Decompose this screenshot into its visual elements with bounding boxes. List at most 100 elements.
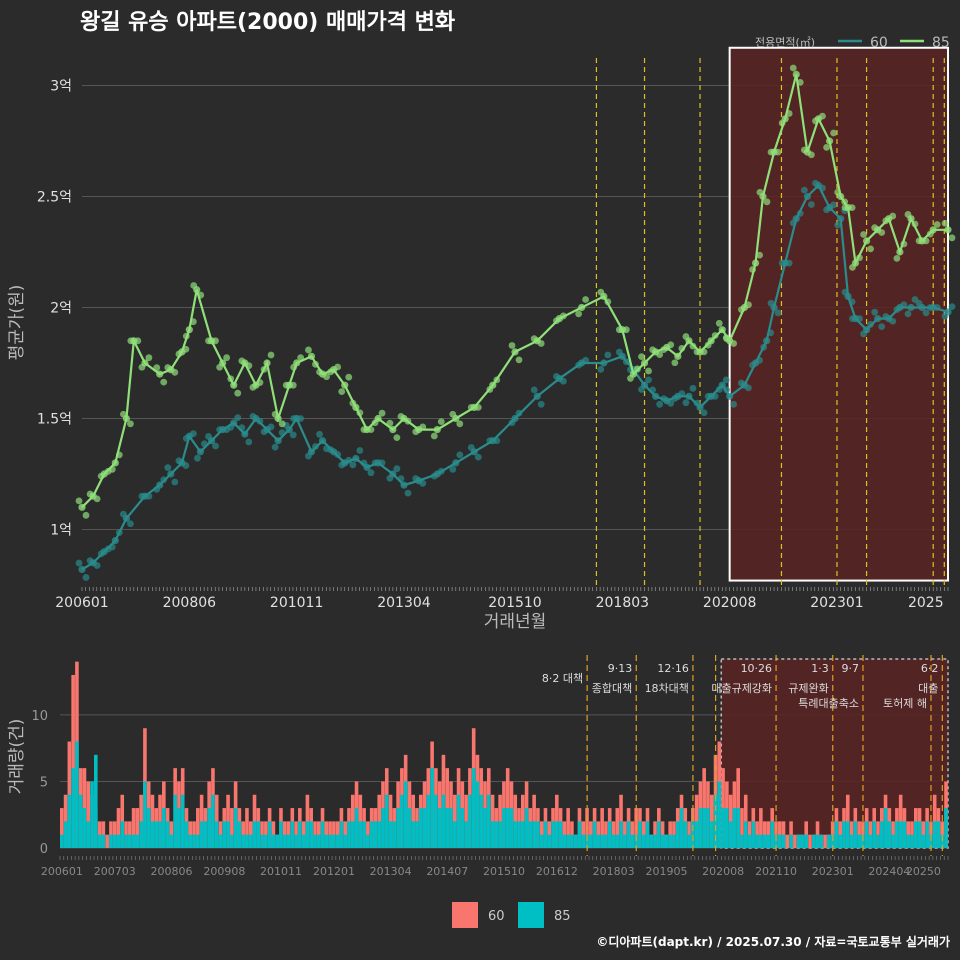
price-point-85 (553, 317, 560, 325)
price-point-60 (667, 400, 675, 407)
volume-y-axis-title: 거래량(건) (7, 719, 27, 795)
volume-bar-85 (86, 821, 91, 848)
volume-bar-85 (437, 808, 442, 848)
volume-bar-85 (494, 821, 499, 848)
price-y-axis-title: 평균가(원) (7, 285, 27, 361)
price-point-60 (349, 461, 357, 469)
price-point-85 (164, 364, 172, 371)
price-point-85 (205, 337, 212, 345)
price-point-85 (249, 383, 257, 391)
price-point-85 (749, 266, 756, 273)
volume-x-tick-label: 201407 (426, 865, 468, 878)
price-point-85 (197, 291, 205, 299)
volume-bar-85 (857, 834, 861, 848)
price-point-85 (212, 337, 219, 345)
volume-bar-85 (573, 834, 578, 848)
volume-bar-85 (796, 834, 801, 848)
price-point-85 (397, 412, 405, 420)
volume-bar-85 (388, 821, 393, 848)
volume-policy-date-label: 10·26 (741, 662, 773, 675)
volume-bar-60 (252, 794, 257, 848)
volume-bar-85 (124, 834, 128, 848)
volume-bar-85 (415, 821, 419, 848)
price-legend-label-60: 60 (870, 35, 888, 51)
volume-bar-85 (63, 821, 68, 848)
price-point-85 (922, 237, 930, 245)
volume-bar-85 (687, 834, 691, 848)
volume-bar-85 (551, 821, 555, 848)
volume-x-tick-label: 201612 (536, 865, 578, 878)
price-point-85 (97, 472, 105, 480)
price-point-60 (245, 438, 253, 446)
volume-bar-85 (604, 834, 608, 848)
volume-bar-85 (539, 834, 544, 848)
volume-bar-85 (407, 808, 412, 848)
volume-bar-60 (709, 794, 714, 848)
price-point-85 (449, 410, 457, 418)
price-point-60 (726, 392, 734, 400)
price-point-60 (338, 461, 346, 469)
price-point-85 (474, 404, 482, 411)
price-point-85 (312, 360, 319, 368)
volume-bar-85 (683, 821, 688, 848)
volume-bar-85 (369, 821, 374, 848)
price-point-85 (778, 119, 786, 127)
price-point-85 (638, 353, 645, 361)
price-point-60 (318, 437, 327, 445)
price-point-60 (941, 312, 949, 320)
volume-bar-85 (90, 781, 94, 848)
volume-bar-85 (471, 768, 476, 848)
price-point-85 (718, 326, 726, 334)
volume-bar-85 (324, 834, 329, 848)
volume-policy-name-label: 종합대책 (592, 682, 632, 695)
volume-bar-85 (706, 808, 710, 848)
price-point-85 (378, 409, 386, 417)
price-point-60 (456, 451, 464, 459)
price-point-60 (205, 433, 212, 440)
volume-policy-name-label: 대출 (918, 682, 938, 695)
price-point-60 (871, 308, 879, 316)
volume-bar-60 (932, 794, 937, 848)
volume-bar-85 (294, 834, 298, 848)
volume-y-tick-label: 0 (40, 842, 48, 857)
volume-x-tick-label: 202110 (755, 865, 797, 878)
price-point-60 (867, 320, 874, 328)
price-point-60 (745, 384, 752, 392)
volume-bar-60 (305, 794, 310, 848)
price-point-85 (334, 363, 342, 371)
price-point-85 (730, 340, 738, 347)
volume-bar-85 (728, 821, 733, 848)
price-point-60 (830, 201, 837, 209)
price-point-60 (803, 192, 811, 201)
footer-credit: ©디아파트(dapt.kr) / 2025.07.30 / 자료=국토교통부 실… (596, 935, 950, 949)
price-point-60 (412, 475, 420, 482)
volume-bar-60 (740, 808, 744, 848)
price-point-60 (882, 313, 890, 320)
price-point-60 (167, 470, 175, 478)
price-point-85 (289, 381, 297, 389)
volume-bar-85 (441, 794, 446, 848)
volume-x-tick-label: 200703 (94, 865, 136, 878)
price-point-60 (386, 474, 394, 482)
price-x-tick-label: 201304 (377, 595, 431, 611)
price-point-60 (652, 392, 660, 400)
volume-bar-60 (555, 794, 559, 848)
volume-policy-name-label: 18차대책 (645, 682, 689, 695)
volume-bar-60 (619, 794, 623, 848)
volume-y-tick-label: 10 (31, 709, 48, 724)
price-point-60 (575, 361, 583, 369)
volume-bar-85 (883, 808, 888, 848)
volume-bar-85 (298, 821, 302, 848)
price-point-60 (345, 456, 353, 464)
volume-bar-85 (876, 834, 880, 848)
price-point-60 (111, 537, 119, 545)
volume-bar-85 (626, 821, 631, 848)
price-point-60 (715, 386, 723, 393)
volume-bar-85 (815, 834, 820, 848)
price-point-60 (194, 454, 201, 462)
volume-bar-85 (853, 821, 858, 848)
price-point-85 (371, 419, 379, 427)
volume-bar-85 (214, 821, 219, 848)
volume-bar-85 (456, 794, 461, 848)
volume-bar-85 (233, 808, 238, 848)
